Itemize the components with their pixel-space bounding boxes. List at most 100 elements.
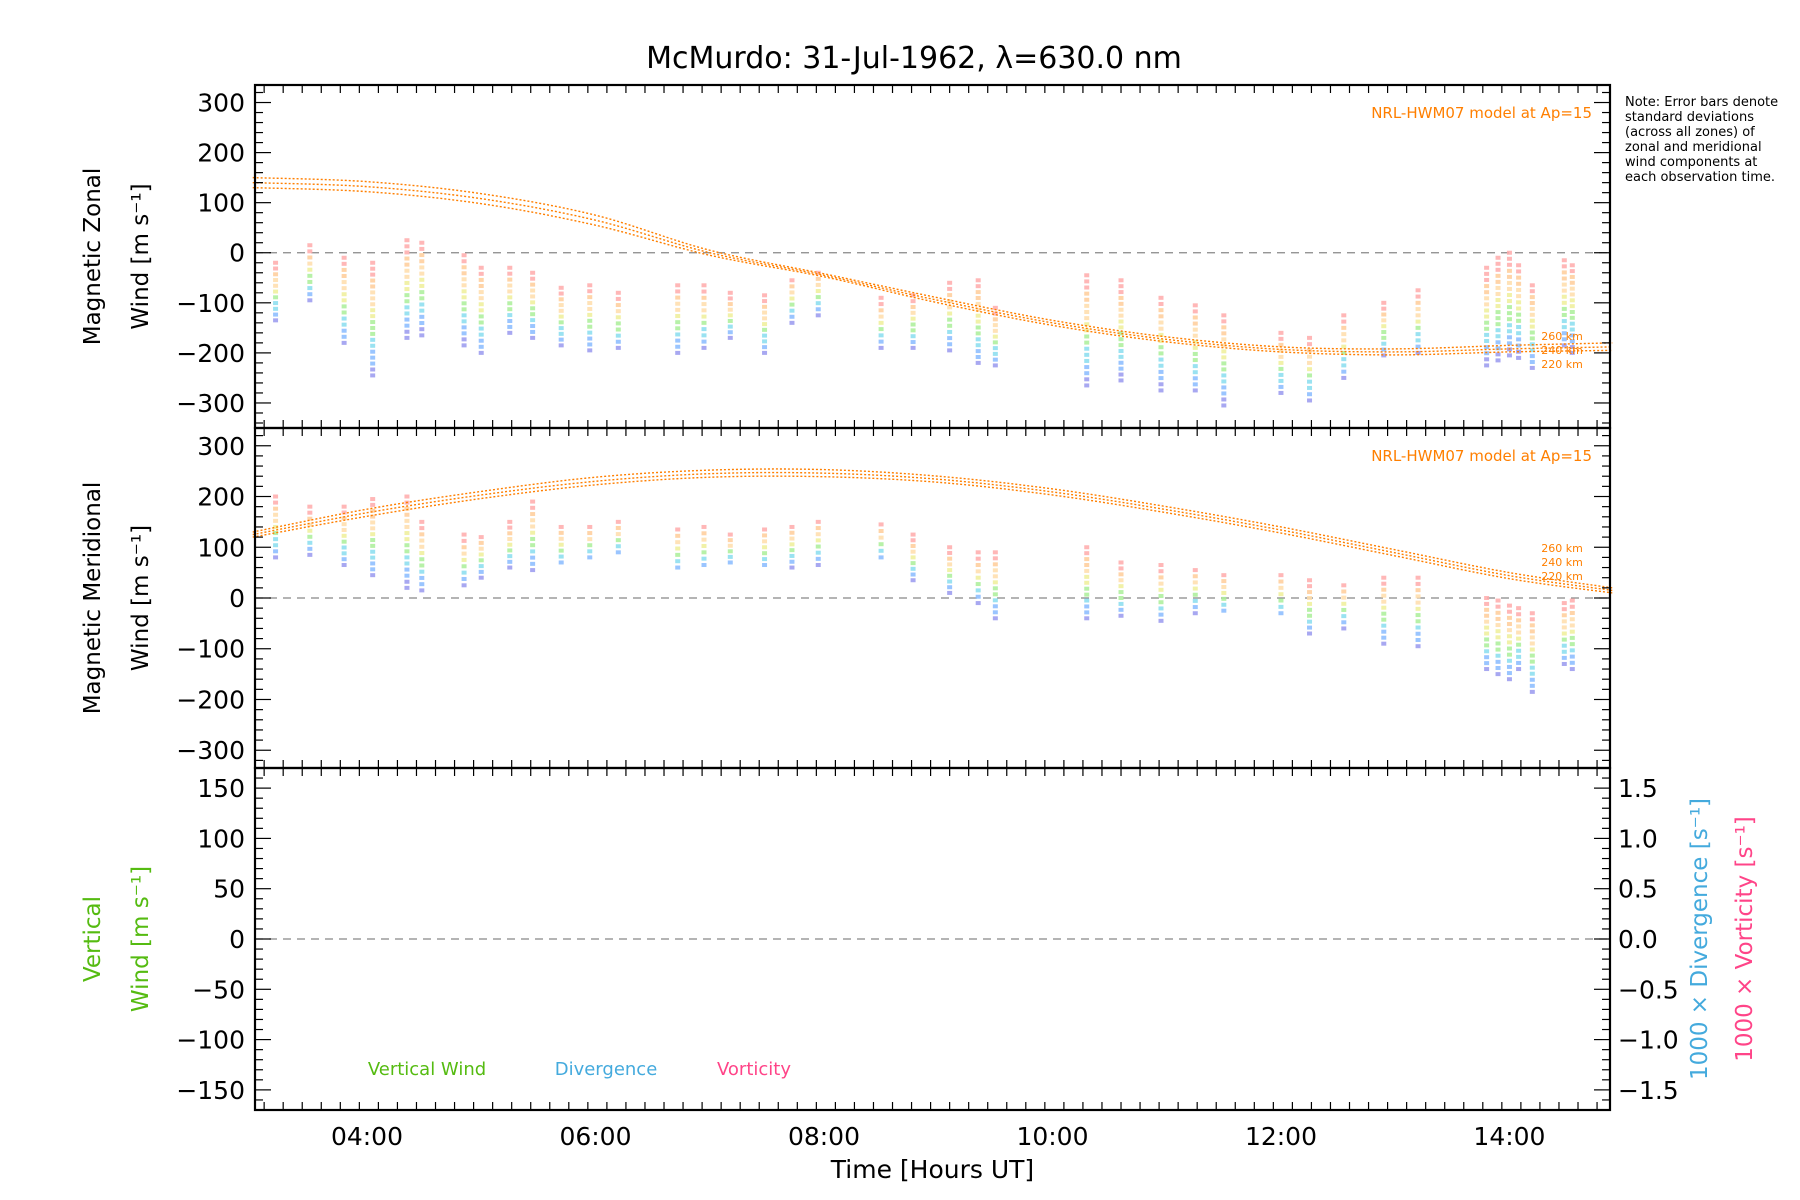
obs-marker bbox=[530, 276, 536, 281]
obs-marker bbox=[307, 249, 313, 254]
obs-marker bbox=[1561, 325, 1567, 330]
obs-marker bbox=[404, 531, 410, 536]
obs-marker bbox=[1381, 347, 1387, 352]
obs-marker bbox=[1118, 360, 1124, 365]
observation-zonal-28 bbox=[1221, 313, 1227, 408]
obs-marker bbox=[1221, 319, 1227, 324]
obs-marker bbox=[975, 563, 981, 568]
obs-marker bbox=[1484, 284, 1490, 289]
obs-marker bbox=[1529, 617, 1535, 622]
obs-marker bbox=[1307, 379, 1313, 384]
obs-marker bbox=[1529, 360, 1535, 365]
obs-marker bbox=[762, 293, 768, 298]
x-axis: 04:00 06:00 08:00 10:00 12:00 14:00 Time [Hour… bbox=[263, 85, 1598, 1184]
obs-marker bbox=[558, 337, 564, 342]
obs-marker bbox=[1221, 367, 1227, 372]
y-tick-label: 200 bbox=[197, 139, 245, 168]
obs-marker bbox=[1529, 611, 1535, 616]
obs-marker bbox=[975, 355, 981, 360]
obs-marker bbox=[1506, 335, 1512, 340]
obs-marker bbox=[815, 538, 821, 543]
obs-marker bbox=[615, 303, 621, 308]
observation-zonal-13 bbox=[675, 283, 681, 355]
obs-marker bbox=[341, 280, 347, 285]
obs-marker bbox=[1506, 329, 1512, 334]
obs-marker bbox=[992, 568, 998, 573]
obs-marker bbox=[615, 327, 621, 332]
obs-marker bbox=[419, 526, 425, 531]
obs-marker bbox=[1278, 330, 1284, 335]
obs-marker bbox=[762, 304, 768, 309]
obs-marker bbox=[404, 585, 410, 590]
obs-marker bbox=[1381, 617, 1387, 622]
observation-zonal-3 bbox=[370, 260, 376, 378]
obs-marker bbox=[1415, 344, 1421, 349]
obs-marker bbox=[587, 543, 593, 548]
obs-marker bbox=[992, 580, 998, 585]
y-tick-label: −150 bbox=[176, 1076, 245, 1105]
obs-marker bbox=[404, 329, 410, 334]
obs-marker bbox=[1495, 665, 1501, 670]
obs-marker bbox=[507, 295, 513, 300]
obs-marker bbox=[370, 308, 376, 313]
obs-marker bbox=[1495, 610, 1501, 615]
obs-marker bbox=[530, 306, 536, 311]
obs-marker bbox=[1495, 273, 1501, 278]
observation-meridional-1 bbox=[307, 504, 313, 557]
obs-marker bbox=[675, 338, 681, 343]
obs-marker bbox=[478, 344, 484, 349]
obs-marker bbox=[461, 545, 467, 550]
obs-marker bbox=[1118, 560, 1124, 565]
obs-marker bbox=[1484, 655, 1490, 660]
right-tick-label: 0.5 bbox=[1618, 875, 1658, 904]
obs-marker bbox=[1158, 339, 1164, 344]
obs-marker bbox=[947, 305, 953, 310]
obs-marker bbox=[1495, 641, 1501, 646]
obs-marker bbox=[701, 524, 707, 529]
obs-marker bbox=[1158, 369, 1164, 374]
y-tick-label: −100 bbox=[176, 635, 245, 664]
obs-marker bbox=[815, 295, 821, 300]
obs-marker bbox=[1381, 623, 1387, 628]
obs-marker bbox=[370, 526, 376, 531]
obs-marker bbox=[1192, 364, 1198, 369]
obs-marker bbox=[1495, 352, 1501, 357]
obs-marker bbox=[530, 536, 536, 541]
observation-zonal-18 bbox=[815, 270, 821, 318]
obs-marker bbox=[789, 314, 795, 319]
obs-marker bbox=[404, 537, 410, 542]
obs-marker bbox=[727, 313, 733, 318]
obs-marker bbox=[370, 331, 376, 336]
note-text: Note: Error bars denote standard deviati… bbox=[1625, 95, 1779, 185]
obs-marker bbox=[507, 313, 513, 318]
obs-marker bbox=[1192, 309, 1198, 314]
obs-marker bbox=[789, 302, 795, 307]
obs-marker bbox=[1569, 350, 1575, 355]
obs-marker bbox=[1415, 350, 1421, 355]
obs-marker bbox=[992, 328, 998, 333]
obs-marker bbox=[910, 572, 916, 577]
obs-marker bbox=[478, 540, 484, 545]
obs-marker bbox=[461, 289, 467, 294]
y-axis-label: Magnetic Zonal bbox=[80, 168, 106, 346]
obs-marker bbox=[947, 550, 953, 555]
obs-marker bbox=[404, 579, 410, 584]
obs-marker bbox=[1516, 667, 1522, 672]
obs-marker bbox=[1118, 578, 1124, 583]
observation-meridional-11 bbox=[587, 524, 593, 560]
obs-marker bbox=[1516, 618, 1522, 623]
obs-marker bbox=[1484, 363, 1490, 368]
obs-marker bbox=[1221, 313, 1227, 318]
obs-marker bbox=[975, 325, 981, 330]
obs-marker bbox=[762, 545, 768, 550]
obs-marker bbox=[558, 554, 564, 559]
obs-marker bbox=[727, 532, 733, 537]
observation-zonal-10 bbox=[558, 285, 564, 348]
obs-marker bbox=[992, 317, 998, 322]
obs-marker bbox=[1506, 341, 1512, 346]
observation-zonal-31 bbox=[1341, 313, 1347, 380]
obs-marker bbox=[419, 283, 425, 288]
obs-marker bbox=[992, 586, 998, 591]
obs-marker bbox=[1484, 637, 1490, 642]
observation-meridional-13 bbox=[675, 527, 681, 570]
